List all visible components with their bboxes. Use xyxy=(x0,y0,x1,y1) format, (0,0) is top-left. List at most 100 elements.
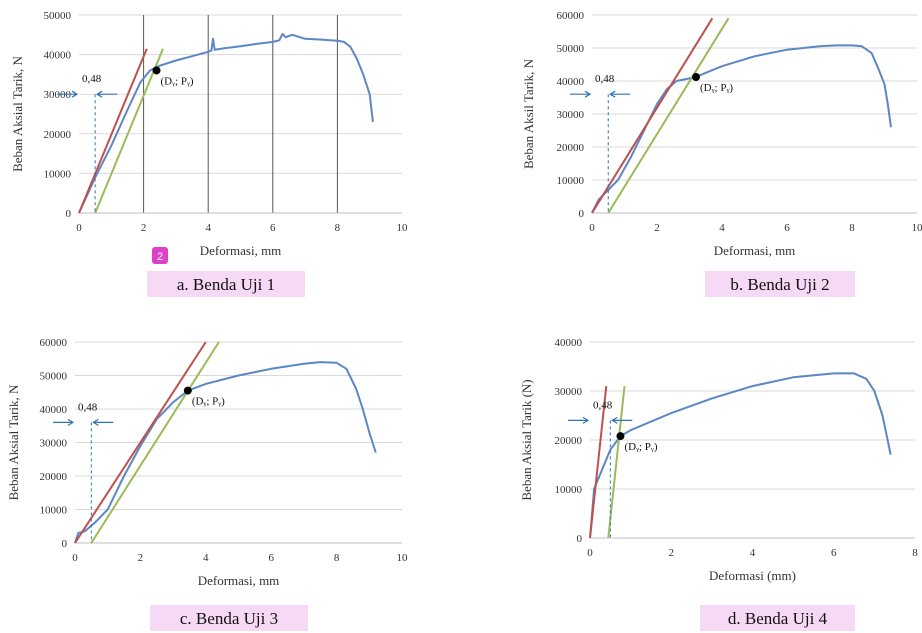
x-tick-label: 10 xyxy=(397,552,409,564)
x-tick-label: 2 xyxy=(654,222,660,234)
x-tick-label: 0 xyxy=(589,222,595,234)
y-tick-label: 20000 xyxy=(555,435,583,447)
offset-arrow-right xyxy=(611,416,633,424)
chart-benda-uji-4: 0 10000 20000 30000 40000 0 2 4 6 8 Deformasi (mm)… xyxy=(519,337,918,631)
x-tick-label: 6 xyxy=(831,547,837,559)
yield-point-label: (Dᵧ; Pᵧ) xyxy=(161,75,194,87)
y-axis-title: Beban Aksial Tarik, N xyxy=(6,384,21,500)
y-tick-label: 0 xyxy=(579,208,585,220)
offset-arrow-left xyxy=(568,416,590,424)
yield-point-label: (Dᵧ; Pᵧ) xyxy=(700,82,733,94)
offset-arrow-left xyxy=(53,418,75,426)
y-axis-title: Beban Aksial Tarik, N xyxy=(10,55,25,171)
series-offset-line xyxy=(607,17,730,214)
y-tick-label: 30000 xyxy=(555,386,583,398)
figure-badge-text: 2 xyxy=(157,251,163,263)
y-tick-label: 20000 xyxy=(44,129,72,141)
y-tick-label: 30000 xyxy=(557,109,585,121)
y-tick-label: 60000 xyxy=(557,10,585,22)
x-tick-label: 6 xyxy=(784,222,790,234)
yield-point-marker xyxy=(616,432,625,441)
caption-text: c. Benda Uji 3 xyxy=(180,609,278,628)
series-elastic-line xyxy=(78,48,148,214)
x-axis-title: Deformasi (mm) xyxy=(709,568,796,583)
x-tick-label: 2 xyxy=(141,222,147,234)
figure-badge-bg xyxy=(152,247,168,264)
x-tick-label: 2 xyxy=(138,552,144,564)
y-tick-label: 30000 xyxy=(40,438,68,450)
x-tick-label: 4 xyxy=(750,547,756,559)
y-tick-label: 40000 xyxy=(40,404,68,416)
y-tick-label: 0 xyxy=(66,208,72,220)
x-tick-label: 2 xyxy=(669,547,675,559)
x-tick-label: 0 xyxy=(76,222,82,234)
series-elastic-line xyxy=(589,385,608,539)
chart-benda-uji-1: 0 10000 20000 30000 40000 50000 0 2 4 6 8 10 Deforma… xyxy=(10,10,408,297)
x-tick-label: 4 xyxy=(203,552,209,564)
y-tick-label: 60000 xyxy=(40,337,68,349)
y-tick-label: 50000 xyxy=(40,371,68,383)
x-axis-title: Deformasi, mm xyxy=(198,573,280,588)
yield-point-marker xyxy=(152,66,161,75)
y-tick-label: 40000 xyxy=(555,337,583,349)
series-elastic-line xyxy=(74,341,207,544)
y-tick-label: 20000 xyxy=(40,471,68,483)
offset-arrow-right xyxy=(95,90,118,98)
yield-point-marker xyxy=(183,386,192,395)
x-tick-label: 8 xyxy=(335,222,341,234)
x-tick-label: 8 xyxy=(334,552,340,564)
chart-benda-uji-3: 0 10000 20000 30000 40000 50000 60000 0 2 4 6 8 10 De… xyxy=(6,337,408,631)
x-tick-label: 6 xyxy=(270,222,276,234)
yield-point-label: (Dᵧ; Pᵧ) xyxy=(192,396,225,408)
caption-background xyxy=(700,605,855,631)
y-tick-label: 10000 xyxy=(555,484,583,496)
y-tick-label: 10000 xyxy=(44,168,72,180)
caption-text: b. Benda Uji 2 xyxy=(730,275,829,294)
series-curve xyxy=(589,372,892,539)
x-tick-label: 8 xyxy=(849,222,855,234)
chart-benda-uji-2: 0 10000 20000 30000 40000 50000 60000 0 2 4 6 8 10 De… xyxy=(521,10,922,297)
yield-point-label: (Dᵧ; Pᵧ) xyxy=(624,441,657,453)
y-axis-title: Beban Aksial Tarik (N) xyxy=(519,379,534,500)
x-tick-label: 10 xyxy=(397,222,409,234)
caption-text: d. Benda Uji 4 xyxy=(728,609,828,628)
caption-background xyxy=(147,271,305,297)
y-tick-label: 50000 xyxy=(44,10,72,22)
caption-text: a. Benda Uji 1 xyxy=(177,275,275,294)
y-axis-title: Beban Aksil Tarik, N xyxy=(521,58,536,169)
x-tick-label: 4 xyxy=(205,222,211,234)
offset-label: 0,48 xyxy=(593,399,613,411)
y-tick-label: 0 xyxy=(577,533,583,545)
series-curve xyxy=(74,361,377,544)
x-axis-title: Deformasi, mm xyxy=(200,243,282,258)
x-tick-label: 6 xyxy=(268,552,274,564)
y-tick-label: 10000 xyxy=(557,175,585,187)
series-curve xyxy=(78,33,374,214)
series-elastic-line xyxy=(591,17,714,214)
x-tick-label: 10 xyxy=(912,222,922,234)
y-tick-label: 40000 xyxy=(557,76,585,88)
figure-badge: 2 xyxy=(152,247,168,264)
offset-label: 0,48 xyxy=(78,401,98,413)
series-offset-line xyxy=(94,48,164,214)
x-axis-title: Deformasi, mm xyxy=(714,243,796,258)
offset-label: 0,48 xyxy=(82,73,102,85)
offset-arrow-right xyxy=(92,418,114,426)
x-tick-label: 4 xyxy=(719,222,725,234)
series-offset-line xyxy=(607,385,626,539)
offset-label: 0,48 xyxy=(595,73,615,85)
caption-background xyxy=(705,271,855,297)
yield-point-marker xyxy=(692,73,700,82)
x-tick-label: 8 xyxy=(912,547,918,559)
caption-background xyxy=(150,605,308,631)
y-tick-label: 30000 xyxy=(44,89,72,101)
x-tick-label: 0 xyxy=(587,547,593,559)
series-curve xyxy=(591,44,892,214)
offset-arrow-right xyxy=(609,90,631,98)
y-tick-label: 40000 xyxy=(44,50,72,62)
y-tick-label: 20000 xyxy=(557,142,585,154)
y-tick-label: 50000 xyxy=(557,43,585,55)
y-tick-label: 0 xyxy=(62,538,68,550)
y-tick-label: 10000 xyxy=(40,505,68,517)
